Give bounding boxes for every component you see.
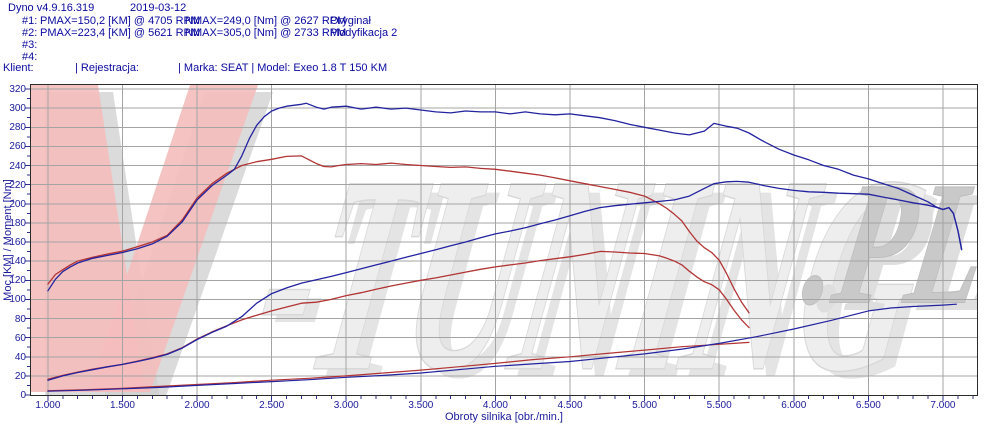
client-label: Klient: xyxy=(3,62,34,74)
run2-label: Modyfikacja 2 xyxy=(330,27,398,39)
curve-loss-power-run2 xyxy=(47,303,957,392)
brand-tld: .PL xyxy=(793,146,1000,340)
measurement-date: 2019-03-12 xyxy=(130,2,187,14)
run1-nmax: NMAX=249,0 [Nm] @ 2627 RPM xyxy=(185,15,347,27)
x-tick-1.000: 1.000 xyxy=(35,400,61,411)
run4-id: #4: xyxy=(22,51,38,63)
y-tick-160: 160 xyxy=(9,237,26,248)
x-tick-7.000: 7.000 xyxy=(930,400,956,411)
brand-text-shadow: -TUNING xyxy=(251,127,956,430)
run3-id: #3: xyxy=(22,39,38,51)
y-tick-280: 280 xyxy=(9,122,26,134)
x-tick-5.000: 5.000 xyxy=(632,400,658,411)
x-tick-5.500: 5.500 xyxy=(706,400,732,411)
curve-power-run2 xyxy=(47,180,963,381)
plot-border xyxy=(29,83,979,397)
x-tick-6.000: 6.000 xyxy=(781,400,807,411)
y-tick-80: 80 xyxy=(14,313,26,325)
y-tick-260: 260 xyxy=(9,141,26,153)
x-tick-6.500: 6.500 xyxy=(855,400,881,411)
run1-label: Oryginał xyxy=(330,15,371,27)
y-tick-40: 40 xyxy=(14,351,26,363)
x-tick-1.500: 1.500 xyxy=(109,400,135,411)
watermark-layer: -TUNING-TUNING.PL.PL xyxy=(30,85,1000,430)
x-tick-3.000: 3.000 xyxy=(333,400,359,411)
y-tick-320: 320 xyxy=(9,84,26,95)
axis-ticks xyxy=(25,88,974,401)
app-version: Dyno v4.9.16.319 xyxy=(8,2,95,14)
curve-torque-run2 xyxy=(47,102,963,292)
run2-id: #2: xyxy=(22,27,38,39)
y-tick-220: 220 xyxy=(9,179,26,191)
brand-text: -TUNING xyxy=(239,119,944,429)
x-tick-3.500: 3.500 xyxy=(408,400,434,411)
y-tick-100: 100 xyxy=(9,294,26,306)
x-tick-4.000: 4.000 xyxy=(482,400,508,411)
registration-label: | Rejestracja: xyxy=(75,62,139,74)
run1-pmax: PMAX=150,2 [KM] @ 4705 RPM xyxy=(40,15,201,27)
x-tick-2.000: 2.000 xyxy=(184,400,210,411)
y-tick-180: 180 xyxy=(9,217,26,229)
curve-loss-power-run1 xyxy=(47,341,750,392)
x-tick-4.500: 4.500 xyxy=(557,400,583,411)
x-axis-title: Obroty silnika [obr./min.] xyxy=(445,411,563,423)
y-tick-120: 120 xyxy=(9,275,26,287)
gridlines xyxy=(30,84,978,396)
y-tick-140: 140 xyxy=(9,256,26,268)
y-tick-300: 300 xyxy=(9,103,26,115)
curve-torque-run1 xyxy=(47,155,750,314)
y-tick-20: 20 xyxy=(14,370,26,382)
y-tick-200: 200 xyxy=(9,198,26,210)
y-tick-240: 240 xyxy=(9,160,26,172)
run1-id: #1: xyxy=(22,15,38,27)
run2-nmax: NMAX=305,0 [Nm] @ 2733 RPM xyxy=(185,27,347,39)
x-tick-2.500: 2.500 xyxy=(259,400,285,411)
y-tick-0: 0 xyxy=(20,390,26,401)
y-tick-60: 60 xyxy=(14,332,26,344)
brand-v-letter xyxy=(88,85,258,392)
run2-pmax: PMAX=223,4 [KM] @ 5621 RPM xyxy=(40,27,201,39)
make-model-label: | Marka: SEAT | Model: Exeo 1.8 T 150 KM xyxy=(178,62,388,74)
curves-layer xyxy=(47,102,963,392)
